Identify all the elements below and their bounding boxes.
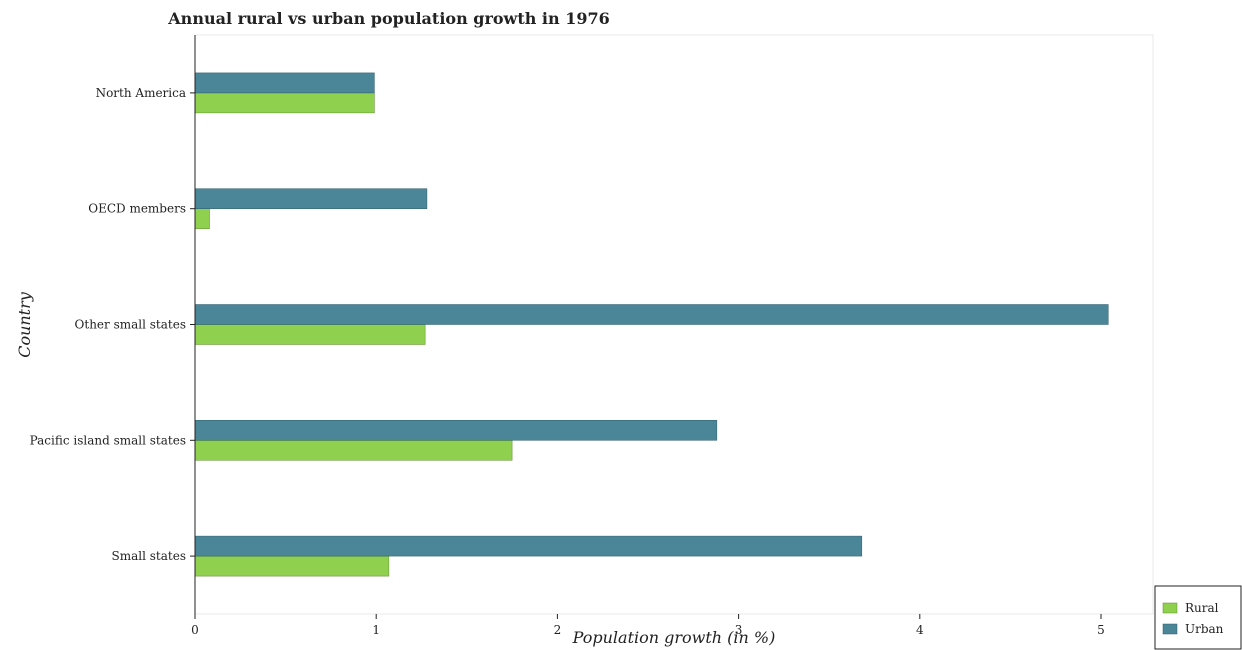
bar-rural-1 — [194, 208, 210, 229]
bar-urban-3 — [194, 420, 718, 441]
bar-rural-4 — [194, 555, 390, 577]
y-tick-label-2: Other small states — [75, 318, 186, 332]
bars-layer — [194, 72, 1109, 577]
legend-swatch-urban — [1162, 623, 1178, 635]
y-axis: North America OECD members Other small sta… — [30, 86, 195, 563]
bar-urban-1 — [194, 188, 428, 209]
y-tick-label-3: Pacific island small states — [30, 433, 186, 447]
y-tick-label-0: North America — [96, 86, 186, 100]
y-axis-label: Country — [15, 291, 34, 358]
legend-label-rural: Rural — [1185, 601, 1219, 615]
x-tick-label-1: 1 — [372, 623, 380, 637]
bar-urban-0 — [194, 72, 375, 94]
x-tick-label-0: 0 — [191, 623, 199, 637]
x-tick-label-4: 4 — [916, 623, 924, 637]
legend-label-urban: Urban — [1185, 622, 1224, 636]
bar-rural-0 — [194, 92, 375, 114]
x-tick-label-3: 3 — [735, 623, 743, 637]
legend: Rural Urban — [1154, 585, 1242, 650]
x-tick-label-5: 5 — [1097, 623, 1105, 637]
legend-box — [1154, 585, 1242, 650]
y-tick-label-4: Small states — [112, 549, 186, 563]
x-axis: 0 1 2 3 4 5 — [191, 614, 1105, 637]
legend-swatch-rural — [1162, 602, 1178, 614]
bar-urban-2 — [194, 304, 1109, 325]
x-tick-label-2: 2 — [554, 623, 562, 637]
bar-rural-3 — [194, 440, 513, 461]
chart-title: Annual rural vs urban population growth … — [167, 9, 609, 28]
x-axis-label: Population growth (in %) — [572, 628, 776, 647]
bar-urban-4 — [194, 535, 863, 557]
y-tick-label-1: OECD members — [88, 202, 186, 216]
bar-rural-2 — [194, 324, 426, 345]
